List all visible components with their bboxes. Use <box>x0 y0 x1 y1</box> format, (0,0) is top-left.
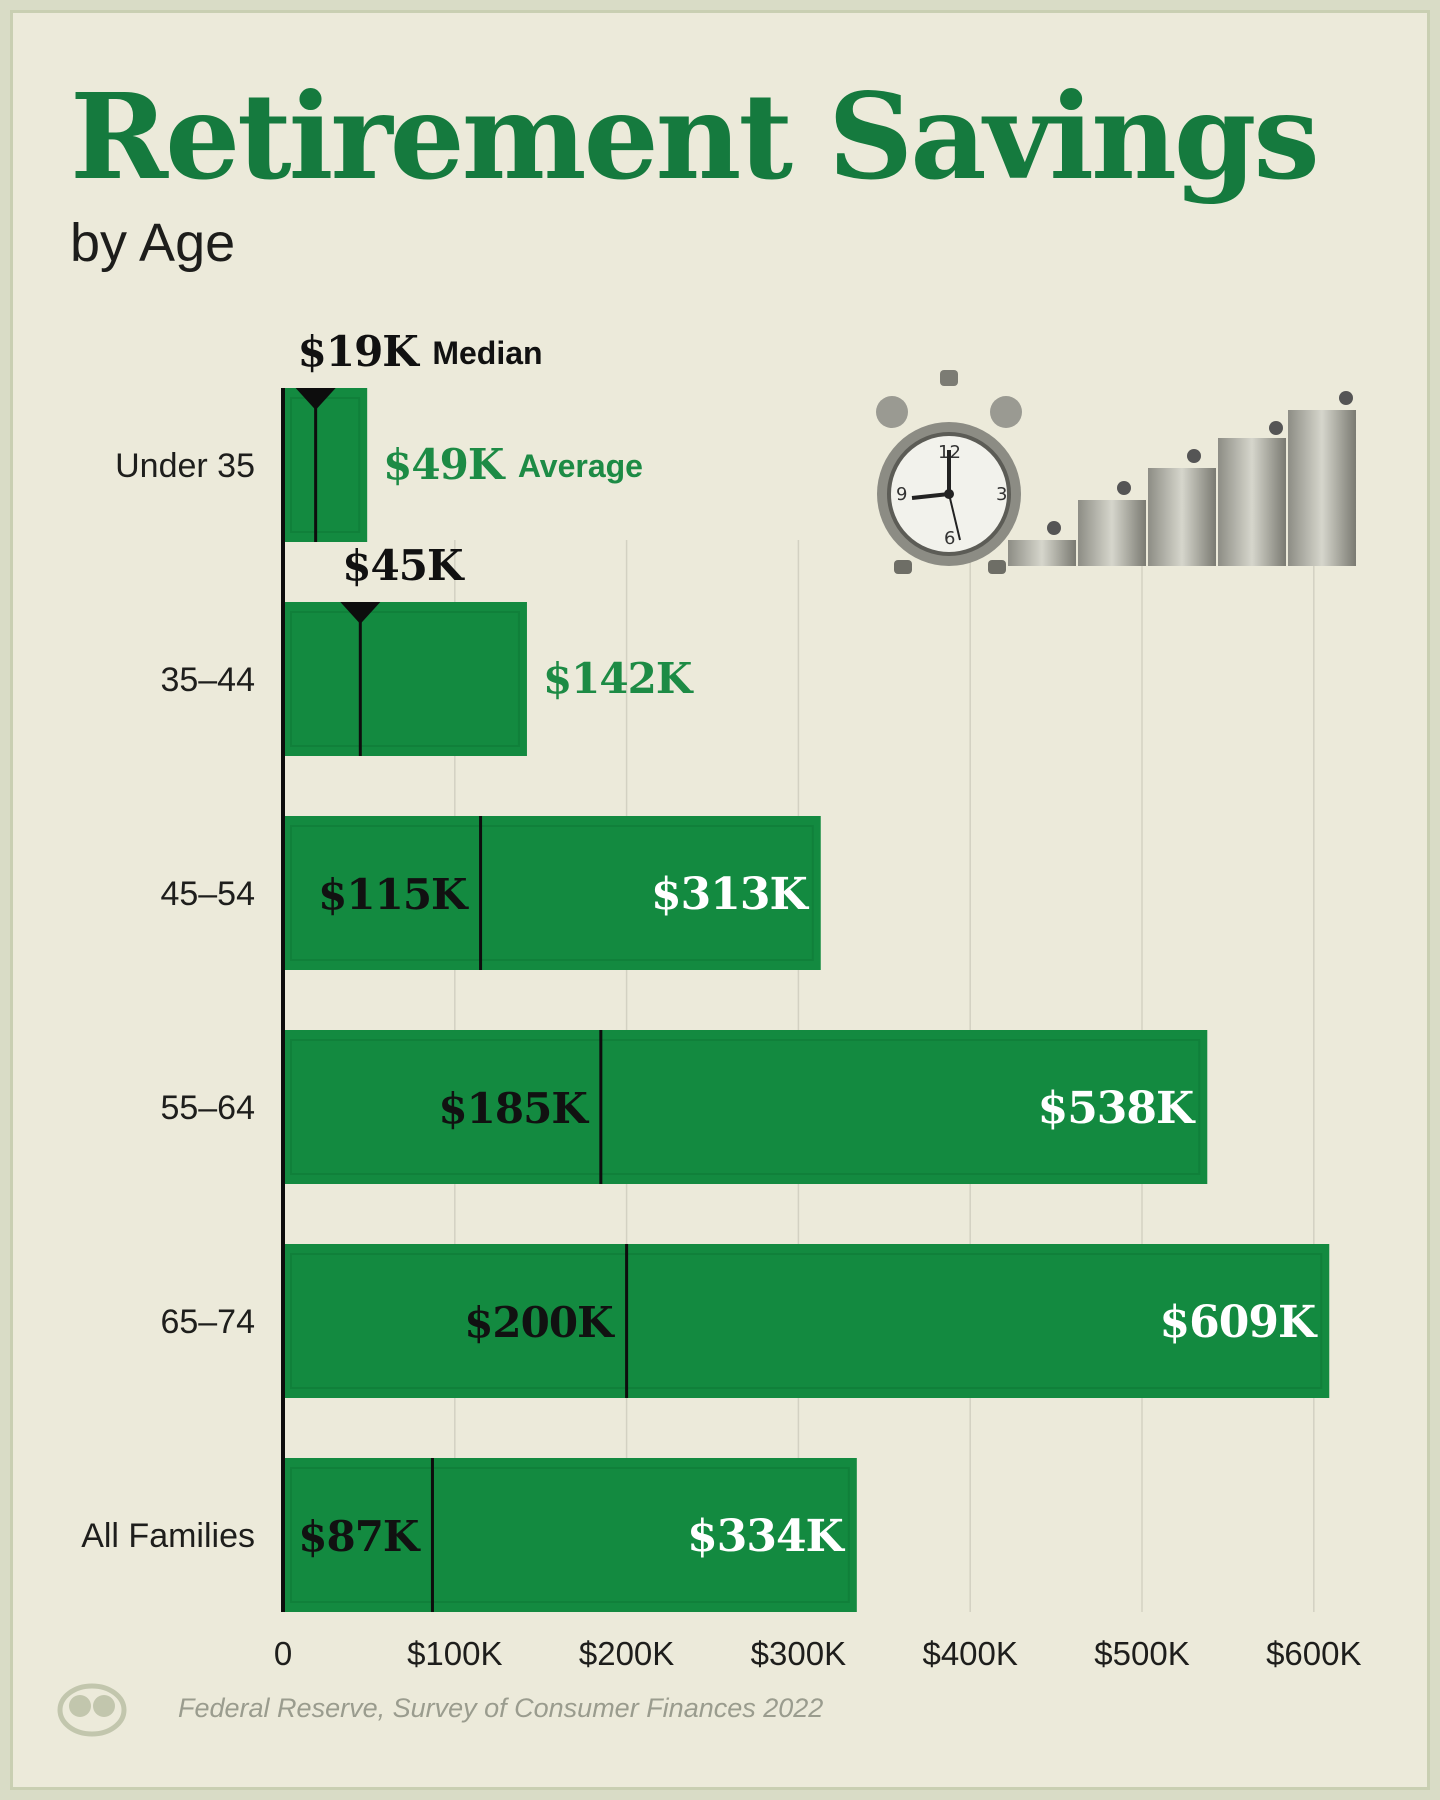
x-tick-label: $300K <box>751 1635 846 1672</box>
svg-text:3: 3 <box>996 484 1007 505</box>
bar-average <box>283 1030 1208 1184</box>
category-label: Under 35 <box>115 447 255 485</box>
bar-inner-border <box>290 1253 1323 1389</box>
x-tick-label: $500K <box>1094 1635 1189 1672</box>
average-value-label: $609K <box>1160 1297 1318 1348</box>
average-value-label: $538K <box>1038 1083 1196 1134</box>
svg-text:6: 6 <box>944 528 955 549</box>
x-tick-label: 0 <box>274 1635 292 1672</box>
bar-average <box>283 816 821 970</box>
bar-average <box>283 1458 857 1612</box>
bar-inner-border <box>290 1467 850 1603</box>
bar-inner-border <box>290 1039 1201 1175</box>
category-label: 65–74 <box>160 1303 255 1341</box>
bar-inner-border <box>290 825 814 961</box>
bar-average <box>283 1244 1330 1398</box>
bar-inner-border <box>290 611 520 747</box>
source-note: Federal Reserve, Survey of Consumer Fina… <box>178 1693 824 1723</box>
median-value-label: $200K <box>464 1298 615 1347</box>
x-tick-label: $400K <box>922 1635 1017 1672</box>
coin-stacks-icon <box>1008 391 1356 566</box>
category-label: 35–44 <box>160 661 255 699</box>
category-label: 55–64 <box>160 1089 255 1127</box>
category-label: 45–54 <box>160 875 255 913</box>
median-annotation: Median <box>432 335 542 371</box>
average-value-label: $49K <box>383 440 506 489</box>
x-tick-label: $600K <box>1266 1635 1361 1672</box>
median-pointer <box>295 388 336 410</box>
average-annotation: Average <box>518 448 643 484</box>
median-value-label: $19K <box>298 327 421 376</box>
median-value-label: $45K <box>342 541 465 590</box>
alarm-clock-icon: 12 3 6 9 <box>876 370 1356 574</box>
average-value-label: $142K <box>543 654 694 703</box>
median-pointer <box>340 602 381 624</box>
median-value-label: $87K <box>298 1512 421 1561</box>
x-tick-label: $100K <box>407 1635 502 1672</box>
average-value-label: $313K <box>651 869 809 920</box>
x-tick-label: $200K <box>579 1635 674 1672</box>
median-value-label: $115K <box>318 870 469 919</box>
bar-average <box>283 602 527 756</box>
bar-average <box>283 388 368 542</box>
svg-text:9: 9 <box>896 484 907 505</box>
median-value-label: $185K <box>438 1084 589 1133</box>
logo-icon <box>57 1683 127 1737</box>
category-label: All Families <box>81 1517 255 1555</box>
page-subtitle: by Age <box>70 213 236 273</box>
average-value-label: $334K <box>687 1511 845 1562</box>
page-title: Retirement Savings <box>70 67 1320 206</box>
